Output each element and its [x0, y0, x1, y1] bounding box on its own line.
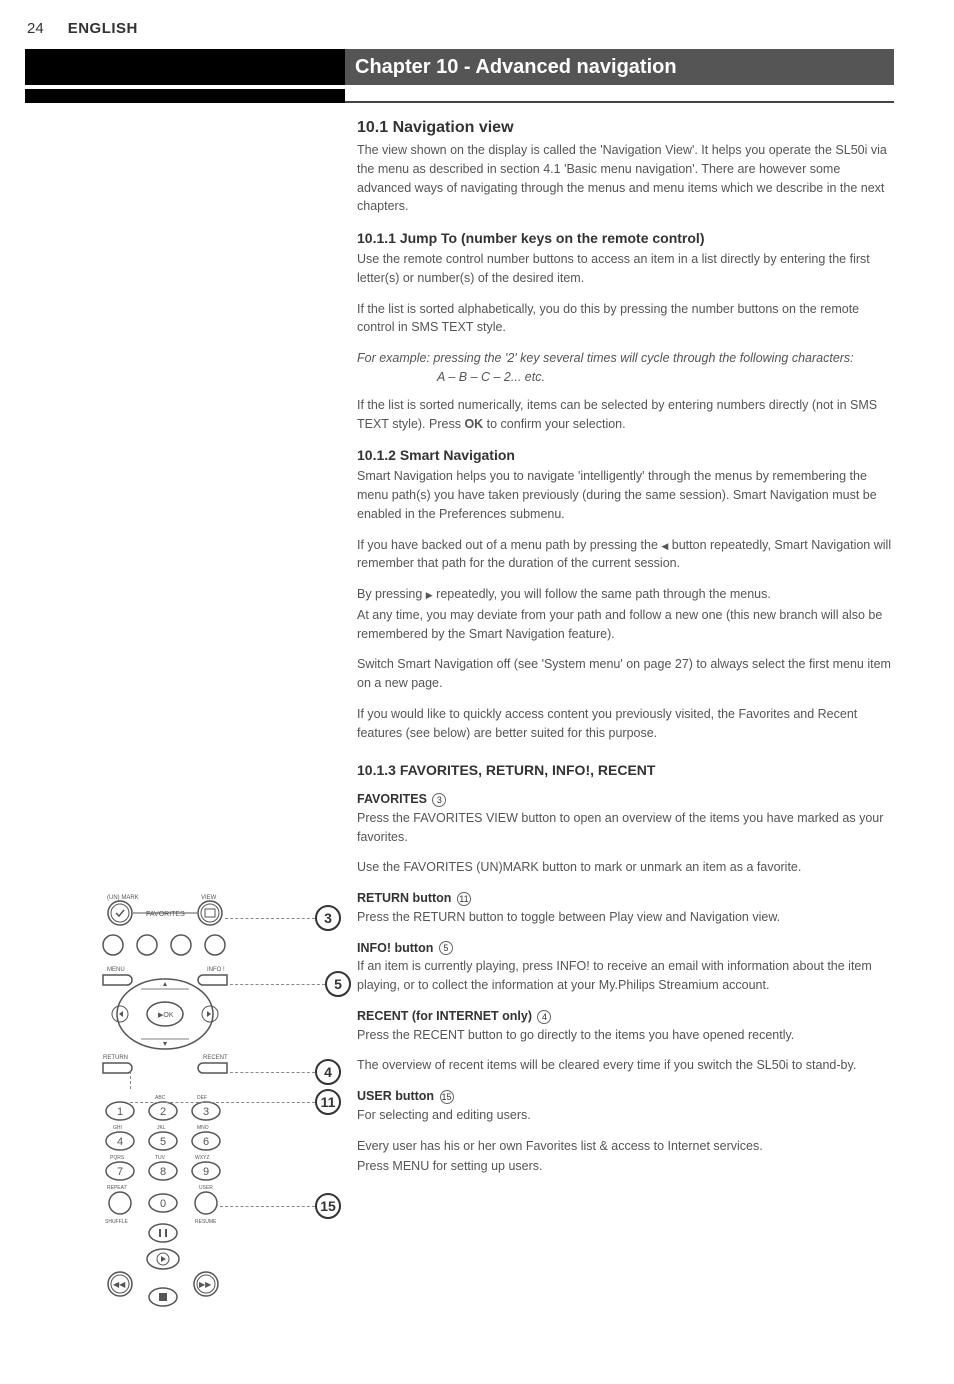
label-view: VIEW	[201, 895, 217, 901]
svg-text:RESUME: RESUME	[195, 1219, 217, 1225]
heading-nav-view: 10.1 Navigation view	[357, 119, 894, 137]
body-user-1: For selecting and editing users.	[357, 1106, 894, 1125]
heading-smart-nav: 10.1.2 Smart Navigation	[357, 447, 894, 463]
svg-text:0: 0	[160, 1198, 166, 1210]
label-info-feature: INFO! button 5	[357, 941, 894, 956]
example-text-1: For example: pressing the '2' key severa…	[357, 349, 894, 368]
body-jump-to-3: If the list is sorted numerically, items…	[357, 396, 894, 434]
svg-text:8: 8	[160, 1166, 166, 1178]
heading-favorites-section: 10.1.3 FAVORITES, RETURN, INFO!, RECENT	[357, 762, 894, 778]
heading-jump-to: 10.1.1 Jump To (number keys on the remot…	[357, 230, 894, 246]
svg-text:4: 4	[117, 1136, 123, 1148]
svg-text:SHUFFLE: SHUFFLE	[105, 1219, 128, 1225]
callout-5: 5	[230, 971, 351, 997]
callout-3: 3	[225, 905, 341, 931]
label-return-feature: RETURN button 11	[357, 891, 894, 906]
body-smart-nav-4: At any time, you may deviate from your p…	[357, 606, 894, 644]
svg-text:▶OK: ▶OK	[158, 1012, 174, 1019]
label-unmark: (UN) MARK	[107, 895, 139, 901]
underline-black	[25, 89, 345, 103]
right-arrow-icon	[426, 587, 433, 601]
label-return: RETURN	[103, 1055, 128, 1061]
example-text-2: A – B – C – 2... etc.	[357, 370, 894, 384]
label-menu: MENU	[107, 967, 125, 973]
svg-text:TUV: TUV	[155, 1155, 166, 1161]
label-favorites-feature: FAVORITES 3	[357, 792, 894, 807]
svg-text:◀◀: ◀◀	[113, 1280, 126, 1289]
remote-svg: (UN) MARK VIEW FAVORITES	[85, 889, 255, 1379]
label-recent-feature: RECENT (for INTERNET only) 4	[357, 1009, 894, 1024]
label-user-feature: USER button 15	[357, 1089, 894, 1104]
body-smart-nav-1: Smart Navigation helps you to navigate '…	[357, 467, 894, 523]
body-user-3: Press MENU for setting up users.	[357, 1157, 894, 1176]
body-smart-nav-2: If you have backed out of a menu path by…	[357, 536, 894, 574]
svg-text:MNO: MNO	[197, 1125, 209, 1131]
body-smart-nav-5: Switch Smart Navigation off (see 'System…	[357, 655, 894, 693]
svg-text:REPEAT: REPEAT	[107, 1185, 127, 1191]
body-favorites-2: Use the FAVORITES (UN)MARK button to mar…	[357, 858, 894, 877]
label-recent: RECENT	[203, 1055, 228, 1061]
body-info: If an item is currently playing, press I…	[357, 957, 894, 995]
svg-text:1: 1	[117, 1106, 123, 1118]
svg-text:JKL: JKL	[157, 1125, 166, 1131]
svg-text:USER: USER	[199, 1185, 213, 1191]
body-recent-1: Press the RECENT button to go directly t…	[357, 1026, 894, 1045]
body-recent-2: The overview of recent items will be cle…	[357, 1056, 894, 1075]
body-return: Press the RETURN button to toggle betwee…	[357, 908, 894, 927]
chapter-title: Chapter 10 - Advanced navigation	[345, 49, 894, 85]
body-smart-nav-3: By pressing repeatedly, you will follow …	[357, 585, 894, 604]
label-favorites: FAVORITES	[146, 911, 185, 918]
body-favorites-1: Press the FAVORITES VIEW button to open …	[357, 809, 894, 847]
svg-text:6: 6	[203, 1136, 209, 1148]
svg-text:5: 5	[160, 1136, 166, 1148]
body-user-2: Every user has his or her own Favorites …	[357, 1137, 894, 1156]
remote-control-diagram: (UN) MARK VIEW FAVORITES	[85, 889, 340, 1379]
page-number: 24	[27, 20, 44, 37]
label-info: INFO !	[207, 967, 225, 973]
body-smart-nav-6: If you would like to quickly access cont…	[357, 705, 894, 743]
callout-4: 4	[230, 1059, 341, 1085]
body-jump-to-2: If the list is sorted alphabetically, yo…	[357, 300, 894, 338]
body-nav-view: The view shown on the display is called …	[357, 141, 894, 216]
body-jump-to-1: Use the remote control number buttons to…	[357, 250, 894, 288]
svg-text:GHI: GHI	[113, 1125, 122, 1131]
svg-text:9: 9	[203, 1166, 209, 1178]
banner-black-block	[25, 49, 345, 85]
language-label: ENGLISH	[68, 20, 138, 37]
svg-text:WXYZ: WXYZ	[195, 1155, 209, 1161]
callout-11: 11	[130, 1089, 341, 1115]
chapter-banner: Chapter 10 - Advanced navigation	[25, 49, 894, 85]
svg-text:▶▶: ▶▶	[199, 1280, 212, 1289]
underline-rule	[345, 89, 894, 103]
svg-text:7: 7	[117, 1166, 123, 1178]
svg-text:PQRS: PQRS	[110, 1155, 125, 1161]
callout-15: 15	[220, 1193, 341, 1219]
